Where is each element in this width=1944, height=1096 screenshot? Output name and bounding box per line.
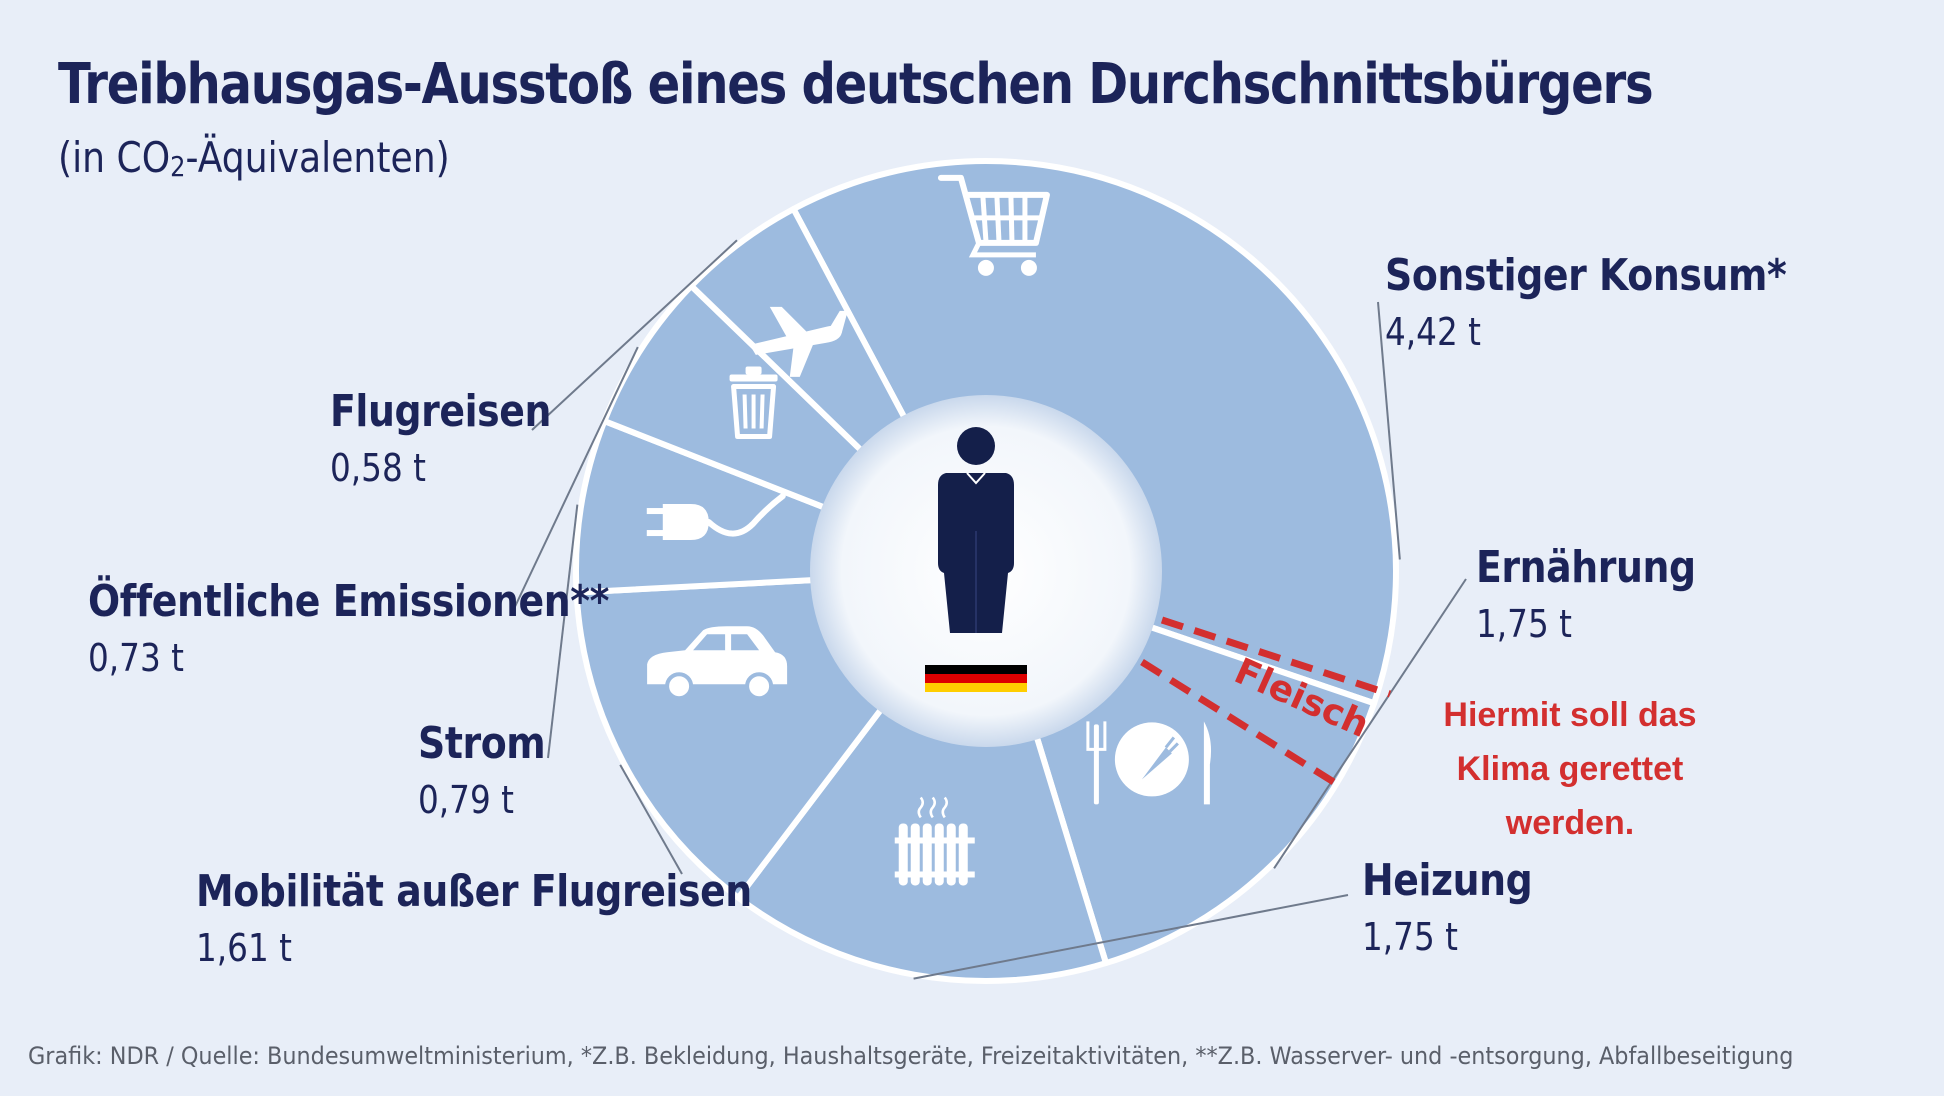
slice-value: 4,42 t: [1385, 310, 1481, 354]
slice-label-ernaehrung: Ernährung 1,75 t: [1476, 540, 1696, 652]
plate-cutlery-icon: [1086, 721, 1212, 805]
slice-value: 1,61 t: [196, 926, 292, 970]
fleisch-note-line: Hiermit soll das: [1443, 696, 1697, 734]
chart-subtitle: (in CO2-Äquivalenten): [58, 133, 450, 183]
slice-name: Strom: [418, 718, 546, 769]
fleisch-note-line: werden.: [1505, 804, 1635, 842]
chart-title: Treibhausgas-Ausstoß eines deutschen Dur…: [58, 52, 1654, 117]
leader-line: [913, 894, 1349, 980]
slice-label-flugreisen: Flugreisen 0,58 t: [330, 384, 551, 496]
slice-value: 0,58 t: [330, 446, 426, 490]
airplane-icon: [749, 306, 848, 377]
person-icon: [938, 427, 1014, 633]
fleisch-boundary: [1160, 616, 1392, 698]
slice-value: 0,73 t: [88, 636, 184, 680]
source-footnote: Grafik: NDR / Quelle: Bundesumweltminist…: [28, 1042, 1794, 1070]
slice-label-oeffentliche-emissionen: Öffentliche Emissionen** 0,73 t: [88, 574, 609, 686]
slice-label-heizung: Heizung 1,75 t: [1362, 853, 1533, 965]
leader-line: [531, 239, 738, 431]
fleisch-note: Hiermit soll das Klima gerettet werden.: [1410, 688, 1730, 850]
slice-name: Öffentliche Emissionen**: [88, 576, 609, 627]
slice-name: Heizung: [1362, 855, 1533, 906]
slice-value: 1,75 t: [1362, 915, 1458, 959]
leader-line: [1377, 301, 1401, 560]
slice-value: 0,79 t: [418, 778, 514, 822]
leader-line: [547, 504, 579, 759]
german-flag-icon: [925, 665, 1027, 692]
slice-name: Flugreisen: [330, 386, 551, 437]
slice-name: Mobilität außer Flugreisen: [196, 866, 752, 917]
plug-icon: [646, 493, 786, 541]
fleisch-boundary: [1140, 659, 1342, 789]
slice-value: 1,75 t: [1476, 602, 1572, 646]
fleisch-note-line: Klima gerettet: [1456, 750, 1684, 788]
slice-name: Ernährung: [1476, 542, 1696, 593]
leader-line: [619, 764, 683, 875]
slice-label-mobilitaet: Mobilität außer Flugreisen 1,61 t: [196, 864, 752, 976]
slice-name: Sonstiger Konsum*: [1385, 250, 1787, 301]
slice-label-sonstiger-konsum: Sonstiger Konsum* 4,42 t: [1385, 248, 1787, 360]
car-icon: [647, 626, 788, 701]
radiator-icon: [894, 796, 975, 886]
leader-line: [511, 346, 639, 614]
trash-bin-icon: [729, 366, 778, 440]
leader-line: [1273, 578, 1467, 869]
shopping-cart-icon: [937, 174, 1050, 276]
slice-label-strom: Strom 0,79 t: [418, 716, 546, 828]
